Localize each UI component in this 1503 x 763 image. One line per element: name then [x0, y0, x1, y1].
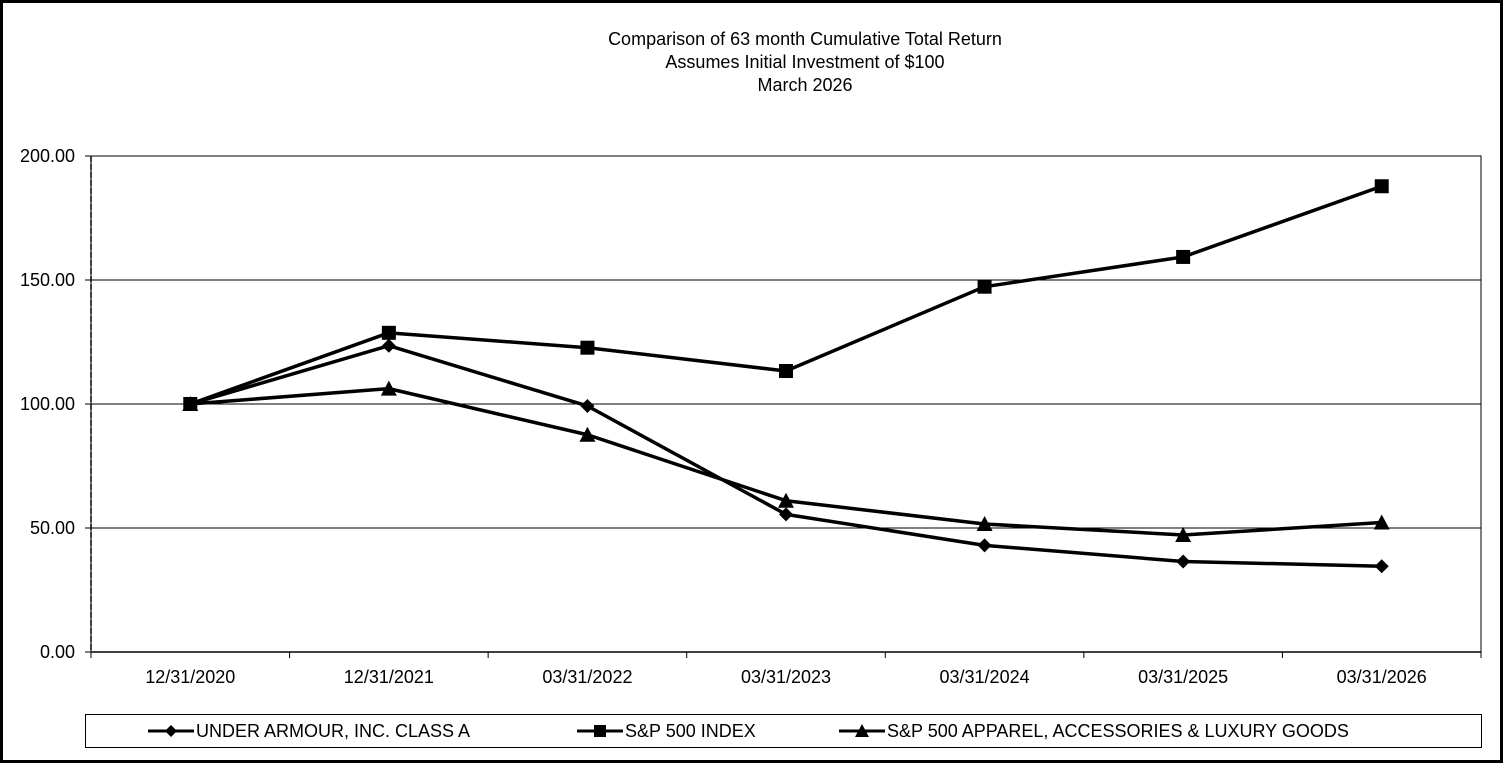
legend-label-sp500: S&P 500 INDEX: [625, 720, 756, 741]
data-point-square: [580, 340, 595, 355]
chart-date: March 2026: [757, 75, 853, 95]
chart-title-block: Comparison of 63 month Cumulative Total …: [0, 28, 1503, 97]
x-tick-label: 03/31/2024: [940, 667, 1030, 687]
data-point-diamond: [381, 338, 396, 353]
data-point-diamond: [977, 538, 992, 553]
legend-item-apparel: S&P 500 APPAREL, ACCESSORIES & LUXURY GO…: [839, 715, 1349, 747]
data-point-triangle: [1175, 526, 1192, 542]
data-point-triangle: [380, 380, 397, 396]
x-tick-label: 03/31/2026: [1337, 667, 1427, 687]
legend-label-under-armour: UNDER ARMOUR, INC. CLASS A: [196, 720, 471, 741]
x-tick-label: 03/31/2022: [542, 667, 632, 687]
data-point-square: [1176, 249, 1191, 264]
line-chart: 0.00 50.00 100.00 150.00 200.00 12/31/2020 12/…: [20, 146, 1482, 687]
data-point-triangle: [579, 426, 596, 442]
data-point-square: [1374, 179, 1389, 194]
data-point-diamond: [1374, 559, 1389, 574]
x-tick-label: 12/31/2021: [344, 667, 434, 687]
y-tick-label: 150.00: [20, 270, 75, 290]
data-point-triangle: [182, 396, 199, 411]
data-point-square: [977, 279, 992, 294]
legend-item-under-armour: UNDER ARMOUR, INC. CLASS A: [148, 715, 470, 747]
square-marker-icon: [577, 725, 623, 737]
data-point-square: [381, 325, 396, 340]
y-tick-label: 0.00: [40, 642, 75, 662]
diamond-marker-icon: [148, 725, 194, 737]
y-tick-label: 100.00: [20, 394, 75, 414]
legend: UNDER ARMOUR, INC. CLASS A S&P 500 INDEX…: [85, 714, 1482, 748]
triangle-marker-icon: [839, 724, 885, 737]
x-tick-label: 12/31/2020: [145, 667, 235, 687]
y-tick-label: 50.00: [30, 518, 75, 538]
data-point-diamond: [779, 507, 793, 522]
y-tick-label: 200.00: [20, 146, 75, 166]
legend-label-apparel: S&P 500 APPAREL, ACCESSORIES & LUXURY GO…: [887, 720, 1349, 741]
data-point-triangle: [976, 516, 993, 532]
data-point-diamond: [1176, 554, 1191, 569]
legend-item-sp500: S&P 500 INDEX: [577, 715, 756, 747]
data-point-diamond: [580, 398, 595, 413]
data-point-triangle: [778, 492, 794, 508]
data-point-square: [779, 364, 793, 379]
chart-subtitle: Assumes Initial Investment of $100: [665, 52, 945, 72]
x-tick-label: 03/31/2025: [1138, 667, 1228, 687]
chart-title: Comparison of 63 month Cumulative Total …: [608, 29, 1002, 49]
data-point-triangle: [1373, 514, 1390, 530]
x-tick-label: 03/31/2023: [741, 667, 831, 687]
